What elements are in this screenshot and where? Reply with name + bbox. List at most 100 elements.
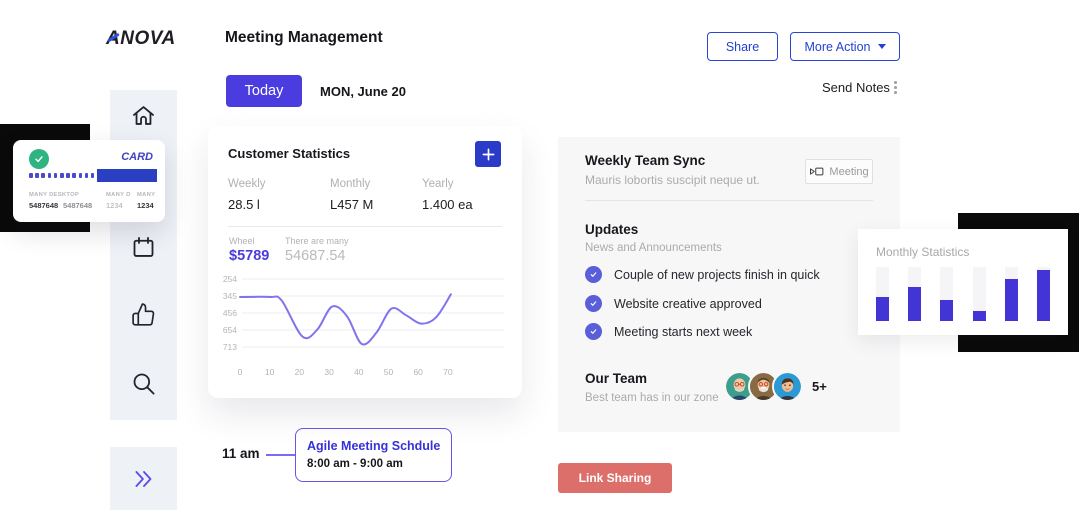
bar-fill [876,297,889,321]
bar-fill [1004,278,1018,321]
monthly-statistics-title: Monthly Statistics [876,245,970,259]
secondary-label: There are many [285,236,349,246]
update-item: Couple of new projects finish in quick [585,266,820,283]
svg-text:713: 713 [223,342,237,352]
team-title: Our Team [585,371,648,386]
y-tick-labels: 254 345 456 654 713 [223,274,237,352]
card-dot [53,173,58,178]
kebab-menu-icon[interactable] [894,81,897,94]
current-date: MON, June 20 [320,84,406,99]
customer-line-chart: 254 345 456 654 713 0 10 20 30 40 50 60 70 [223,274,504,377]
card-dot [59,173,64,178]
stat-yearly-label: Yearly [422,178,454,190]
check-circle-icon [585,266,602,283]
stat-weekly-label: Weekly [228,178,266,190]
card-dot [84,173,89,178]
calendar-icon[interactable] [130,234,157,261]
card-field2-label: MANY D [106,192,131,198]
check-circle-icon [585,323,602,340]
highlight-label: Wheel [229,236,255,246]
home-icon[interactable] [130,102,157,129]
update-item: Meeting starts next week [585,323,752,340]
bar-track [1036,267,1050,321]
search-icon[interactable] [130,370,157,397]
updates-subtitle: News and Announcements [585,242,722,254]
svg-text:10: 10 [265,367,275,377]
stat-weekly: Weekly 28.5 l [228,178,266,212]
link-sharing-button[interactable]: Link Sharing [558,463,672,493]
updates-title: Updates [585,222,639,237]
card-field3-value: 1234 [137,201,154,210]
x-tick-labels: 0 10 20 30 40 50 60 70 [238,367,453,377]
svg-text:60: 60 [413,367,423,377]
svg-text:20: 20 [295,367,305,377]
stat-yearly: Yearly 1.400 ea [422,178,473,212]
more-action-button[interactable]: More Action [790,32,900,61]
card-dot [47,173,52,178]
meeting-subtitle: Mauris lobortis suscipit neque ut. [585,173,760,187]
card-field1-value-a: 5487648 [29,201,59,210]
svg-text:50: 50 [384,367,394,377]
chevron-down-icon [877,44,886,49]
svg-text:0: 0 [238,367,243,377]
bar-track [972,267,986,321]
card-dot [78,173,83,178]
card-field2-value: 1234 [106,201,123,210]
today-button[interactable]: Today [226,75,302,107]
check-circle-icon [585,295,602,312]
card-dot [66,173,70,178]
timeline-connector [266,454,296,456]
team-avatars [724,371,803,402]
share-button-label: Share [725,39,760,54]
thumbs-up-icon[interactable] [130,301,157,328]
update-item-text: Couple of new projects finish in quick [614,267,820,282]
svg-text:456: 456 [223,308,237,318]
bar-fill [1036,270,1050,321]
meeting-details-panel: Weekly Team Sync Mauris lobortis suscipi… [558,137,900,432]
monthly-statistics-card: Monthly Statistics [858,229,1068,335]
card-dot [90,173,95,178]
stat-monthly: Monthly L457 M [330,178,373,212]
trend-line [239,293,452,346]
customer-statistics-card: Customer Statistics Weekly 28.5 l Monthl… [208,126,522,398]
verified-check-icon [29,149,49,169]
panel-divider [585,200,873,201]
sidebar-collapse[interactable] [110,447,177,510]
svg-text:254: 254 [223,274,237,284]
brand-logo: ANOVA [106,28,176,50]
timeline-hour-label: 11 am [222,446,260,461]
double-chevron-right-icon [134,470,151,487]
avatar[interactable] [748,371,779,402]
bar-track [876,267,889,321]
svg-text:70: 70 [443,367,453,377]
video-camera-icon [810,167,824,176]
event-time: 8:00 am - 9:00 am [307,458,403,470]
grid-lines [242,278,504,348]
masked-card-number [29,173,95,178]
schedule-event-card[interactable]: Agile Meeting Schdule 8:00 am - 9:00 am [295,428,452,482]
add-statistic-button[interactable] [475,141,501,167]
card-dot [41,173,45,178]
svg-text:30: 30 [324,367,334,377]
share-button[interactable]: Share [707,32,778,61]
stat-weekly-value: 28.5 l [228,197,260,212]
more-action-label: More Action [804,39,871,54]
meeting-title: Weekly Team Sync [585,153,706,168]
secondary-value: 54687.54 [285,248,346,264]
update-item-text: Meeting starts next week [614,324,753,339]
card-dot [72,173,76,178]
card-dot [29,173,33,178]
today-button-label: Today [244,83,284,99]
logo-text: ANOVA [106,28,176,49]
send-notes-link[interactable]: Send Notes [822,80,890,95]
bank-card-widget: CARD MANY DESKTOP 5487648 5487648 MANY D… [13,140,165,222]
plus-icon [482,148,494,160]
bar-track [940,267,954,321]
svg-text:345: 345 [223,291,237,301]
svg-text:40: 40 [354,367,364,377]
card-blue-bar [97,169,157,182]
meeting-button[interactable]: Meeting [805,159,873,184]
avatar[interactable] [772,371,803,402]
customer-statistics-title: Customer Statistics [228,146,351,161]
